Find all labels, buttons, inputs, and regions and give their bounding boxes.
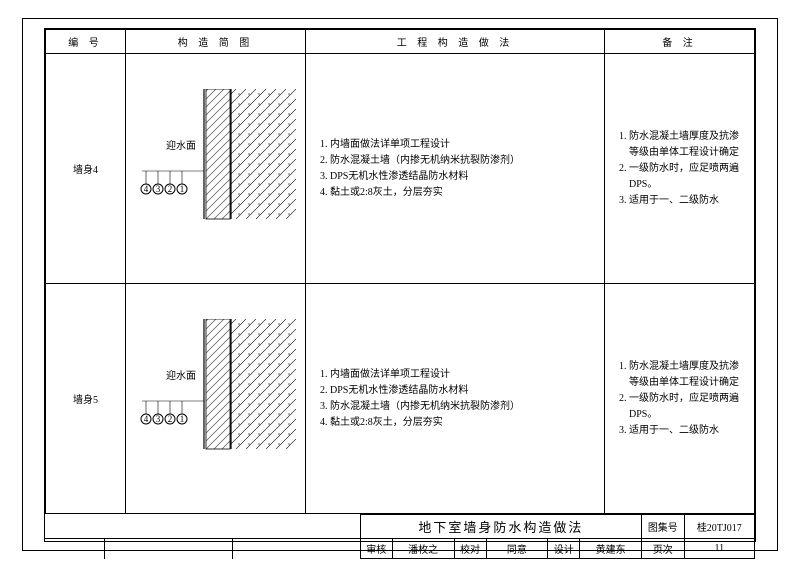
notes-cell: 防水混凝土墙厚度及抗渗等级由单体工程设计确定 一级防水时，应足喷两遍DPS。 适…	[605, 54, 755, 284]
table-header-row: 编 号 构 造 简 图 工 程 构 造 做 法 备 注	[46, 30, 755, 54]
svg-text:2: 2	[167, 414, 172, 424]
construction-table: 编 号 构 造 简 图 工 程 构 造 做 法 备 注 墙身4	[45, 29, 755, 514]
notes-list: 防水混凝土墙厚度及抗渗等级由单体工程设计确定 一级防水时，应足喷两遍DPS。 适…	[611, 129, 748, 209]
header-notes: 备 注	[605, 30, 755, 54]
row-id: 墙身5	[46, 284, 126, 514]
notes-cell: 防水混凝土墙厚度及抗渗等级由单体工程设计确定 一级防水时，应足喷两遍DPS。 适…	[605, 284, 755, 514]
svg-text:3: 3	[155, 184, 160, 194]
method-cell: 内墙面做法详单项工程设计 DPS无机水性渗透结晶防水材料 防水混凝土墙（内掺无机…	[306, 284, 605, 514]
method-item: 黏土或2:8灰土，分层夯实	[330, 185, 598, 201]
diagram-cell: 4 3 2 1 迎水面	[126, 54, 306, 284]
method-item: 防水混凝土墙（内掺无机纳米抗裂防渗剂）	[330, 153, 598, 169]
title-block: 地下室墙身防水构造做法 图集号 桂20TJ017 审核 潘枚之 校对 同意 设计…	[45, 514, 755, 559]
svg-text:1: 1	[179, 414, 184, 424]
header-diagram: 构 造 简 图	[126, 30, 306, 54]
method-item: 内墙面做法详单项工程设计	[330, 137, 598, 153]
inner-frame: 编 号 构 造 简 图 工 程 构 造 做 法 备 注 墙身4	[44, 28, 756, 542]
page-number: 11	[684, 539, 754, 559]
svg-text:3: 3	[155, 414, 160, 424]
method-list: 内墙面做法详单项工程设计 DPS无机水性渗透结晶防水材料 防水混凝土墙（内掺无机…	[312, 367, 598, 431]
table-row: 墙身4	[46, 54, 755, 284]
notes-item: 适用于一、二级防水	[629, 193, 748, 209]
design-label: 设计	[548, 539, 580, 559]
notes-item: 一级防水时，应足喷两遍DPS。	[629, 391, 748, 423]
notes-list: 防水混凝土墙厚度及抗渗等级由单体工程设计确定 一级防水时，应足喷两遍DPS。 适…	[611, 359, 748, 439]
method-item: DPS无机水性渗透结晶防水材料	[330, 383, 598, 399]
method-item: 内墙面做法详单项工程设计	[330, 367, 598, 383]
review-signature: 潘枚之	[392, 539, 454, 559]
notes-item: 防水混凝土墙厚度及抗渗等级由单体工程设计确定	[629, 129, 748, 161]
method-item: 防水混凝土墙（内掺无机纳米抗裂防渗剂）	[330, 399, 598, 415]
review-label: 审核	[360, 539, 392, 559]
table-row: 墙身5 4 3 2 1	[46, 284, 755, 514]
header-id: 编 号	[46, 30, 126, 54]
svg-text:1: 1	[179, 184, 184, 194]
row-id: 墙身4	[46, 54, 126, 284]
proof-label: 校对	[454, 539, 486, 559]
wall-section-diagram: 4 3 2 1 迎水面	[136, 319, 296, 479]
proof-signature: 同意	[486, 539, 548, 559]
header-method: 工 程 构 造 做 法	[306, 30, 605, 54]
diagram-label: 迎水面	[166, 370, 196, 382]
wall-section-diagram: 4 3 2 1 迎水面	[136, 89, 296, 249]
method-item: DPS无机水性渗透结晶防水材料	[330, 169, 598, 185]
method-item: 黏土或2:8灰土，分层夯实	[330, 415, 598, 431]
drawing-title: 地下室墙身防水构造做法	[360, 515, 641, 539]
atlas-number: 桂20TJ017	[684, 515, 754, 539]
atlas-label: 图集号	[642, 515, 685, 539]
svg-text:2: 2	[167, 184, 172, 194]
notes-item: 防水混凝土墙厚度及抗渗等级由单体工程设计确定	[629, 359, 748, 391]
svg-text:4: 4	[143, 414, 148, 424]
diagram-label: 迎水面	[166, 140, 196, 152]
design-signature: 黄建东	[580, 539, 642, 559]
method-list: 内墙面做法详单项工程设计 防水混凝土墙（内掺无机纳米抗裂防渗剂） DPS无机水性…	[312, 137, 598, 201]
page-label: 页次	[642, 539, 685, 559]
svg-text:4: 4	[143, 184, 148, 194]
diagram-cell: 4 3 2 1 迎水面	[126, 284, 306, 514]
notes-item: 一级防水时，应足喷两遍DPS。	[629, 161, 748, 193]
method-cell: 内墙面做法详单项工程设计 防水混凝土墙（内掺无机纳米抗裂防渗剂） DPS无机水性…	[306, 54, 605, 284]
notes-item: 适用于一、二级防水	[629, 423, 748, 439]
